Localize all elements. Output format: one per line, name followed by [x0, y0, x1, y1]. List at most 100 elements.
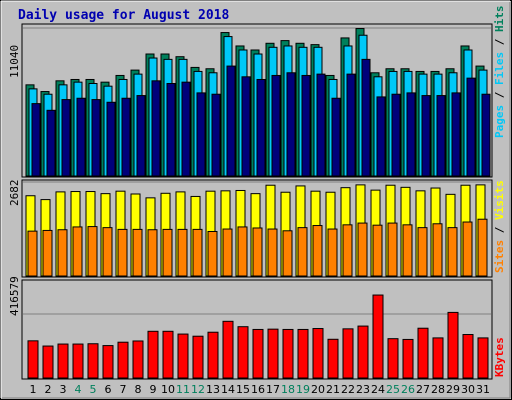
pages-bar-day-25 [391, 93, 401, 177]
sites-bar-day-7 [117, 228, 128, 277]
legend-pages: Pages [493, 105, 506, 138]
legend-hits-files-pages: Pages / Files / Hits [493, 6, 506, 139]
day-label-28: 28 [431, 383, 445, 396]
day-label-18: 18 [281, 383, 295, 396]
kbytes-bar-day-5 [87, 343, 99, 379]
sites-bar-day-2 [42, 229, 53, 277]
kbytes-max-label: 416579 [8, 276, 21, 316]
pages-bar-day-31 [481, 93, 491, 177]
legend-visits-sites: Sites / Visits [493, 180, 506, 273]
sites-bar-day-9 [147, 229, 158, 277]
day-label-1: 1 [30, 383, 37, 396]
pages-bar-day-20 [316, 73, 326, 177]
sites-bar-day-18 [282, 230, 293, 277]
panel-hits-files-pages: 11040 Pages / Files / Hits [8, 6, 506, 178]
sites-bar-day-23 [357, 222, 368, 277]
pages-bar-day-7 [121, 97, 131, 177]
kbytes-bar-day-20 [312, 328, 324, 379]
pages-bar-day-2 [46, 109, 56, 177]
kbytes-bar-day-11 [177, 333, 189, 379]
sites-bar-day-21 [327, 228, 338, 277]
day-label-30: 30 [461, 383, 475, 396]
kbytes-bar-day-27 [417, 327, 429, 379]
sites-bar-day-10 [162, 228, 173, 277]
kbytes-bar-day-26 [402, 338, 414, 379]
legend-hits: Hits [493, 6, 506, 33]
kbytes-bar-day-13 [207, 331, 219, 379]
day-label-25: 25 [386, 383, 400, 396]
legend-visits: Visits [493, 180, 506, 220]
kbytes-bar-day-18 [282, 328, 294, 379]
day-label-16: 16 [251, 383, 265, 396]
kbytes-bar-day-23 [357, 325, 369, 379]
sites-bar-day-25 [387, 222, 398, 277]
pages-bar-day-30 [466, 77, 476, 177]
pages-bar-day-26 [406, 92, 416, 177]
pages-bar-day-10 [166, 83, 176, 177]
day-label-26: 26 [401, 383, 415, 396]
day-label-6: 6 [105, 383, 112, 396]
kbytes-bar-day-3 [57, 343, 69, 379]
day-label-22: 22 [341, 383, 355, 396]
pages-bar-day-22 [346, 73, 356, 177]
pages-bar-day-9 [151, 80, 161, 177]
day-label-27: 27 [416, 383, 430, 396]
visits-max-label: 2682 [8, 180, 21, 207]
sites-bar-day-24 [372, 224, 383, 277]
pages-bar-day-21 [331, 97, 341, 177]
pages-bar-day-12 [196, 92, 206, 177]
day-label-13: 13 [206, 383, 220, 396]
day-label-12: 12 [191, 383, 205, 396]
sites-bar-day-8 [132, 228, 143, 277]
kbytes-bar-day-15 [237, 326, 249, 379]
kbytes-bar-day-30 [462, 334, 474, 379]
pages-bar-day-27 [421, 95, 431, 177]
kbytes-bar-day-1 [27, 340, 39, 379]
pages-bar-day-5 [91, 99, 101, 177]
legend-kbytes-label: KBytes [493, 337, 506, 377]
panel-visits-sites: 2682 Sites / Visits [8, 179, 506, 278]
day-label-4: 4 [75, 383, 82, 396]
kbytes-bar-day-8 [132, 340, 144, 379]
sites-bar-day-13 [207, 230, 218, 277]
day-label-19: 19 [296, 383, 310, 396]
x-axis-day-labels: 1 2 3 4 5 6 7 8 9 10 11 12 13 14 15 16 17 18 19 20 21 22 23 24 2… [30, 383, 491, 396]
kbytes-bar-day-10 [162, 330, 174, 379]
sites-bar-day-19 [297, 227, 308, 277]
legend-kbytes: KBytes [493, 337, 506, 377]
day-label-17: 17 [266, 383, 280, 396]
hits-max-label: 11040 [8, 45, 21, 78]
sites-bar-day-4 [72, 226, 83, 277]
day-label-3: 3 [60, 383, 67, 396]
svg-text:Pages / Files / Hits: Pages / Files / Hits [493, 6, 506, 139]
pages-bar-day-23 [361, 58, 371, 177]
day-label-14: 14 [221, 383, 235, 396]
day-label-23: 23 [356, 383, 370, 396]
pages-bar-day-15 [241, 76, 251, 177]
day-label-20: 20 [311, 383, 325, 396]
kbytes-bar-day-29 [447, 311, 459, 379]
pages-bar-day-11 [181, 81, 191, 177]
pages-bar-day-4 [76, 97, 86, 177]
day-label-8: 8 [135, 383, 142, 396]
pages-bar-day-17 [271, 74, 281, 177]
day-label-11: 11 [176, 383, 190, 396]
kbytes-bar-day-17 [267, 328, 279, 379]
kbytes-bar-day-24 [372, 294, 384, 379]
sites-bar-day-16 [252, 227, 263, 277]
pages-bar-day-28 [436, 95, 446, 177]
kbytes-bar-day-9 [147, 330, 159, 379]
kbytes-bar-day-28 [432, 337, 444, 379]
kbytes-bar-day-4 [72, 343, 84, 379]
sites-bar-day-15 [237, 226, 248, 277]
sites-bar-day-30 [462, 221, 473, 277]
legend-sep-2: / [493, 32, 506, 52]
sites-bar-day-17 [267, 228, 278, 277]
day-label-2: 2 [45, 383, 52, 396]
day-label-21: 21 [326, 383, 340, 396]
day-label-9: 9 [150, 383, 157, 396]
kbytes-bar-day-14 [222, 320, 234, 379]
pages-bar-day-8 [136, 95, 146, 177]
kbytes-bar-day-7 [117, 341, 129, 379]
